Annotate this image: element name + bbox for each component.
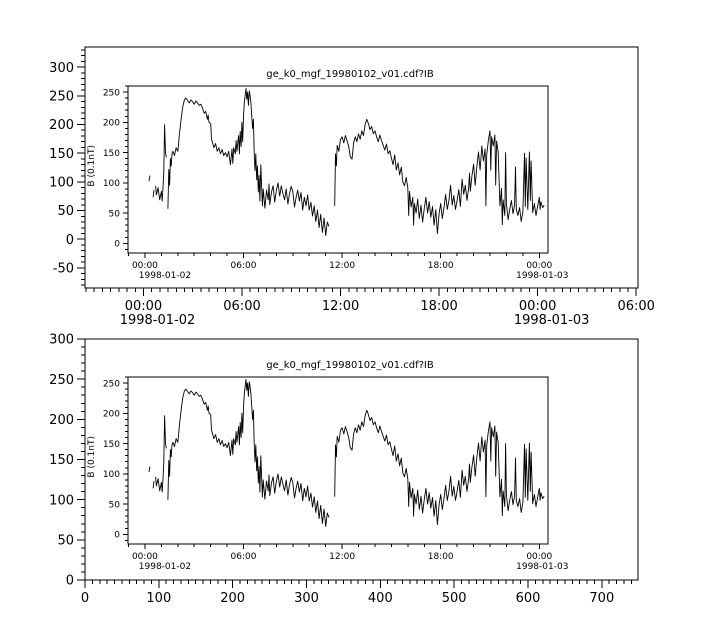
inner-top-plot-series-line xyxy=(148,87,545,236)
outer-bottom-axes-x-tick-label: 500 xyxy=(442,591,467,606)
inner-bottom-plot-y-tick-label: 50 xyxy=(109,500,121,510)
inner-top-plot-y-tick-label: 250 xyxy=(103,88,120,98)
outer-bottom-axes-y-tick-label: 100 xyxy=(49,493,74,508)
inner-top-plot-x-tick-sublabel: 1998-01-03 xyxy=(516,271,568,281)
inner-top-plot-x-tick-label: 18:00 xyxy=(428,261,454,271)
outer-bottom-axes-y-tick-label: 250 xyxy=(49,373,74,388)
inner-top-plot-x-tick-label: 06:00 xyxy=(231,261,257,271)
inner-top-plot-y-tick-label: 0 xyxy=(114,240,120,250)
outer-bottom-axes-y-tick-label: 50 xyxy=(57,534,74,549)
inner-top-plot-title: ge_k0_mgf_19980102_v01.cdf?IB xyxy=(266,69,434,80)
inner-bottom-plot-series-line xyxy=(148,378,545,527)
inner-bottom-plot-x-tick-label: 06:00 xyxy=(231,552,257,562)
inner-bottom-plot-x-tick-label: 18:00 xyxy=(428,552,454,562)
inner-bottom-plot-title: ge_k0_mgf_19980102_v01.cdf?IB xyxy=(266,360,434,371)
outer-bottom-axes-x-tick-label: 600 xyxy=(516,591,541,606)
inner-bottom-plot-frame xyxy=(127,376,549,545)
outer-top-axes-x-tick-label: 00:00 xyxy=(519,299,556,314)
outer-top-axes-y-tick-label: 50 xyxy=(57,204,74,219)
outer-top-axes-x-tick-label: 06:00 xyxy=(223,299,260,314)
inner-top-plot-frame xyxy=(127,85,549,254)
outer-top-axes-y-tick-label: -50 xyxy=(53,262,74,277)
inner-bottom-plot-x-tick-sublabel: 1998-01-02 xyxy=(139,562,191,572)
outer-top-axes-frame xyxy=(84,46,639,289)
inner-top-plot-x-tick-label: 00:00 xyxy=(132,261,158,271)
outer-bottom-axes-x-tick-label: 300 xyxy=(294,591,319,606)
outer-top-axes-x-tick-label: 06:00 xyxy=(617,299,654,314)
outer-top-axes-y-tick-label: 100 xyxy=(49,176,74,191)
inner-top-plot-y-tick-label: 100 xyxy=(103,179,120,189)
outer-bottom-axes-x-tick-label: 400 xyxy=(368,591,393,606)
outer-bottom-axes-y-tick-label: 0 xyxy=(66,574,74,589)
outer-bottom-axes-x-tick-label: 100 xyxy=(146,591,171,606)
inner-top-plot-x-tick-label: 00:00 xyxy=(526,261,552,271)
outer-bottom-axes-y-tick-label: 300 xyxy=(49,333,74,348)
outer-top-axes-x-tick-sublabel: 1998-01-02 xyxy=(120,313,196,328)
outer-bottom-axes-x-tick-label: 700 xyxy=(589,591,614,606)
outer-top-axes-x-tick-sublabel: 1998-01-03 xyxy=(514,313,590,328)
inner-top-plot-x-tick-label: 12:00 xyxy=(329,261,355,271)
inner-bottom-plot-x-tick-label: 00:00 xyxy=(132,552,158,562)
outer-top-axes-y-tick-label: 0 xyxy=(66,233,74,248)
outer-top-axes-y-tick-label: 250 xyxy=(49,89,74,104)
inner-top-plot-y-tick-label: 150 xyxy=(103,149,120,159)
inner-bottom-plot-y-tick-label: 100 xyxy=(103,470,120,480)
outer-bottom-axes-y-tick-label: 150 xyxy=(49,453,74,468)
outer-top-axes-x-tick-label: 12:00 xyxy=(322,299,359,314)
outer-top-axes-y-tick-label: 300 xyxy=(49,61,74,76)
inner-bottom-plot-y-tick-label: 250 xyxy=(103,379,120,389)
outer-bottom-axes-x-tick-label: 200 xyxy=(220,591,245,606)
inner-bottom-plot-ylabel: B (0.1nT) xyxy=(87,436,97,478)
inner-top-plot-y-tick-label: 200 xyxy=(103,119,120,129)
inner-top-plot-x-tick-sublabel: 1998-01-02 xyxy=(139,271,191,281)
outer-top-axes-y-tick-label: 150 xyxy=(49,147,74,162)
inner-top-plot-ylabel: B (0.1nT) xyxy=(87,145,97,187)
inner-bottom-plot-x-tick-label: 12:00 xyxy=(329,552,355,562)
inner-bottom-plot-x-tick-label: 00:00 xyxy=(526,552,552,562)
inner-bottom-plot-x-tick-sublabel: 1998-01-03 xyxy=(516,562,568,572)
inner-bottom-plot-y-tick-label: 200 xyxy=(103,410,120,420)
outer-top-axes-x-tick-label: 18:00 xyxy=(420,299,457,314)
inner-top-plot-y-tick-label: 50 xyxy=(109,209,121,219)
outer-bottom-axes-x-tick-label: 0 xyxy=(81,591,89,606)
outer-top-axes-y-tick-label: 200 xyxy=(49,118,74,133)
inner-bottom-plot-y-tick-label: 0 xyxy=(114,531,120,541)
outer-bottom-axes-y-tick-label: 200 xyxy=(49,413,74,428)
outer-top-axes-x-tick-label: 00:00 xyxy=(125,299,162,314)
inner-bottom-plot-y-tick-label: 150 xyxy=(103,440,120,450)
